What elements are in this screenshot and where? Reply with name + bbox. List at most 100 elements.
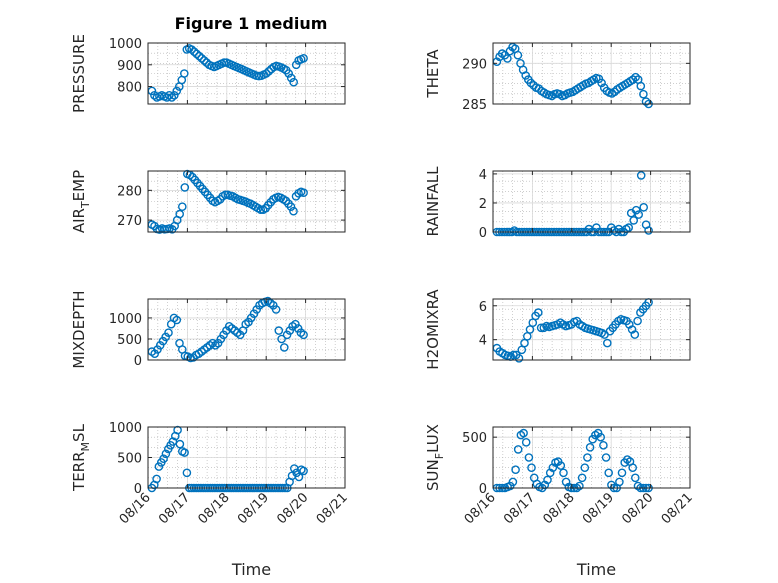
data-point [536, 323, 546, 333]
subplot-mixdepth: 0 500 1000 MIXDEPTH [70, 290, 346, 369]
axes-box [492, 170, 691, 233]
subplot-air: 270 280 AIRTEMP [70, 169, 346, 234]
y-tick-label: 270 [117, 214, 142, 229]
y-tick-label: 285 [462, 98, 487, 113]
data-point [264, 67, 274, 76]
y-tick-label: 1000 [109, 312, 142, 327]
data-point [167, 93, 177, 102]
data-point [175, 439, 185, 449]
x-tick-label: 08/21 [659, 490, 696, 527]
axes-box [492, 298, 691, 361]
x-tick-label: 08/20 [274, 490, 311, 527]
data-point [534, 308, 543, 317]
y-tick-label: 900 [117, 59, 142, 74]
y-tick-label: 0 [479, 482, 487, 497]
data-point [511, 465, 520, 475]
data-point [169, 91, 179, 100]
data-point [585, 442, 595, 452]
data-point [534, 84, 544, 93]
data-point [279, 343, 289, 352]
data-point [256, 205, 266, 214]
data-point [284, 69, 294, 78]
y-axis-label: PRESSURE [70, 34, 88, 113]
data-point [299, 54, 308, 63]
data-point [630, 330, 640, 339]
data-point [580, 463, 590, 473]
y-tick-label: 6 [479, 300, 487, 315]
y-tick-label: 4 [479, 168, 487, 183]
subplot-grid: 800 900 1000 PRESSURE 285 290 THETA 270 280 AIRTE… [70, 34, 696, 579]
axes-box [492, 426, 691, 489]
data-point [154, 462, 164, 471]
data-point [610, 87, 619, 97]
data-point [556, 461, 566, 470]
data-point [644, 226, 653, 235]
data-point [634, 210, 644, 219]
data-point [179, 69, 189, 78]
x-axis-label: Time [576, 560, 616, 579]
data-point [152, 474, 161, 484]
y-tick-label: 0 [134, 482, 142, 497]
x-tick-label: 08/19 [580, 490, 617, 527]
data-point [575, 481, 584, 491]
data-point [636, 81, 646, 91]
data-point [189, 47, 199, 57]
data-point [577, 473, 587, 483]
y-tick-label: 4 [479, 334, 487, 349]
data-point [508, 477, 518, 487]
y-tick-label: 290 [462, 57, 487, 72]
data-point [162, 93, 172, 102]
y-tick-label: 0 [479, 226, 487, 241]
data-point [271, 305, 281, 314]
data-point [604, 468, 614, 478]
data-point [172, 86, 182, 96]
data-point [164, 91, 174, 100]
data-point [172, 315, 182, 325]
data-point [274, 326, 284, 335]
figure-title: Figure 1 medium [175, 14, 328, 33]
data-point [628, 75, 638, 84]
data-point [286, 73, 296, 83]
data-point [601, 453, 611, 462]
axes-box [147, 170, 346, 233]
data-point [286, 202, 296, 211]
data-point [187, 45, 196, 54]
data-point [524, 453, 534, 462]
y-tick-label: 800 [117, 81, 142, 96]
data-point [628, 463, 638, 473]
axes-box [147, 42, 346, 105]
y-tick-label: 0 [134, 354, 142, 369]
y-axis-label: H2OMIXRA [424, 289, 442, 370]
data-point [639, 202, 649, 212]
data-point [294, 472, 304, 482]
y-tick-label: 500 [117, 452, 142, 467]
y-axis-label: THETA [424, 49, 442, 99]
data-point [603, 338, 612, 348]
data-point [513, 50, 523, 60]
data-point [559, 468, 568, 478]
data-point [641, 97, 651, 106]
data-point [219, 58, 229, 67]
y-tick-label: 2 [479, 197, 487, 212]
data-point [513, 445, 523, 454]
data-point [596, 432, 606, 442]
data-point [527, 463, 536, 473]
data-point [197, 54, 206, 63]
data-point [599, 440, 608, 450]
data-point [291, 60, 301, 70]
data-point [503, 54, 512, 63]
data-point [289, 206, 298, 216]
y-tick-label: 500 [462, 431, 487, 446]
x-tick-label: 08/17 [501, 490, 538, 527]
data-point [526, 78, 536, 88]
data-point [285, 326, 295, 335]
data-point [159, 454, 168, 464]
data-point [545, 468, 555, 478]
axes-box [147, 298, 346, 361]
y-axis-label: TERRMSL [70, 423, 92, 492]
data-point [631, 72, 640, 82]
data-point [519, 428, 528, 438]
